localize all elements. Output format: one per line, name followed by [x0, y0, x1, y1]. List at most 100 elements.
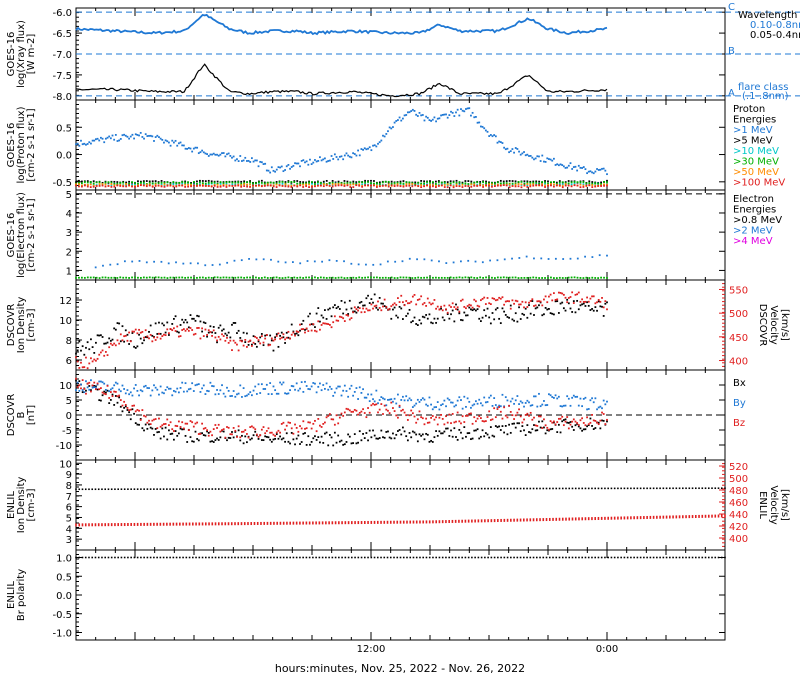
data-point	[484, 401, 487, 404]
data-point	[458, 396, 461, 399]
data-point	[496, 406, 499, 409]
data-point	[181, 182, 184, 185]
data-point	[552, 487, 554, 490]
data-point	[189, 147, 192, 150]
data-point	[224, 436, 227, 439]
data-point	[199, 151, 202, 154]
data-point	[556, 300, 559, 303]
data-point	[392, 432, 394, 435]
data-point	[643, 556, 645, 559]
data-point	[107, 556, 110, 559]
data-point	[396, 556, 399, 559]
data-point	[169, 182, 172, 185]
data-point	[161, 322, 164, 325]
data-point	[153, 522, 155, 526]
data-point	[493, 487, 496, 490]
data-point	[574, 420, 577, 423]
data-point	[225, 182, 228, 185]
data-point	[451, 309, 454, 312]
data-point	[333, 391, 336, 394]
data-point	[377, 142, 379, 145]
data-point	[559, 302, 562, 305]
data-point	[531, 298, 534, 301]
data-point	[550, 184, 552, 187]
data-point	[328, 276, 331, 279]
y-tick-label: 5	[66, 513, 72, 524]
data-point	[122, 276, 125, 279]
data-point	[78, 523, 81, 527]
data-point	[175, 276, 178, 279]
data-point	[432, 520, 434, 524]
data-point	[244, 156, 247, 159]
data-point	[237, 425, 240, 428]
data-point	[240, 185, 243, 188]
data-point	[594, 182, 597, 184]
data-point	[549, 158, 552, 161]
data-point	[445, 113, 447, 116]
data-point	[290, 186, 293, 188]
data-point	[321, 260, 324, 263]
data-point	[493, 435, 496, 438]
data-point	[519, 318, 522, 320]
data-point	[582, 180, 585, 183]
data-point	[144, 384, 147, 387]
data-point	[388, 436, 391, 439]
data-point	[471, 556, 473, 559]
data-point	[128, 331, 130, 334]
data-point	[535, 556, 538, 559]
data-point	[430, 259, 433, 262]
data-point	[312, 161, 315, 164]
data-point	[456, 308, 459, 311]
data-point	[455, 404, 457, 407]
data-point	[420, 322, 423, 325]
data-point	[93, 139, 96, 142]
data-point	[489, 303, 492, 306]
data-point	[154, 339, 157, 341]
data-point	[292, 556, 295, 559]
data-point	[94, 488, 97, 491]
data-point	[134, 347, 137, 349]
data-point	[199, 337, 202, 340]
data-point	[224, 556, 227, 559]
data-point	[484, 314, 487, 317]
data-point	[343, 180, 346, 182]
data-point	[192, 440, 195, 443]
data-point	[398, 116, 401, 119]
data-point	[262, 163, 265, 165]
data-point	[543, 313, 545, 316]
data-point	[308, 276, 310, 279]
data-point	[411, 320, 414, 322]
data-point	[392, 308, 394, 311]
data-point	[498, 296, 501, 299]
series-0-05-0-4nm	[75, 63, 608, 98]
data-point	[311, 181, 313, 183]
data-point	[348, 387, 351, 390]
data-point	[569, 257, 572, 260]
data-point	[289, 389, 291, 392]
data-point	[571, 311, 574, 313]
data-point	[360, 311, 363, 314]
data-point	[357, 441, 359, 444]
data-point	[355, 442, 358, 445]
data-point	[302, 328, 305, 330]
data-point	[443, 113, 446, 116]
data-point	[143, 429, 145, 432]
data-point	[110, 183, 113, 185]
data-point	[300, 323, 303, 326]
data-point	[347, 313, 350, 315]
data-point	[290, 333, 293, 336]
data-point	[361, 181, 364, 184]
data-point	[341, 488, 343, 490]
data-point	[685, 487, 687, 490]
data-point	[483, 396, 486, 399]
data-point	[325, 382, 328, 385]
data-point	[513, 556, 515, 559]
data-point	[486, 297, 489, 299]
data-point	[231, 349, 233, 352]
data-point	[555, 182, 558, 185]
data-point	[80, 349, 82, 352]
data-point	[302, 183, 305, 186]
data-point	[295, 382, 298, 385]
data-point	[467, 183, 470, 185]
